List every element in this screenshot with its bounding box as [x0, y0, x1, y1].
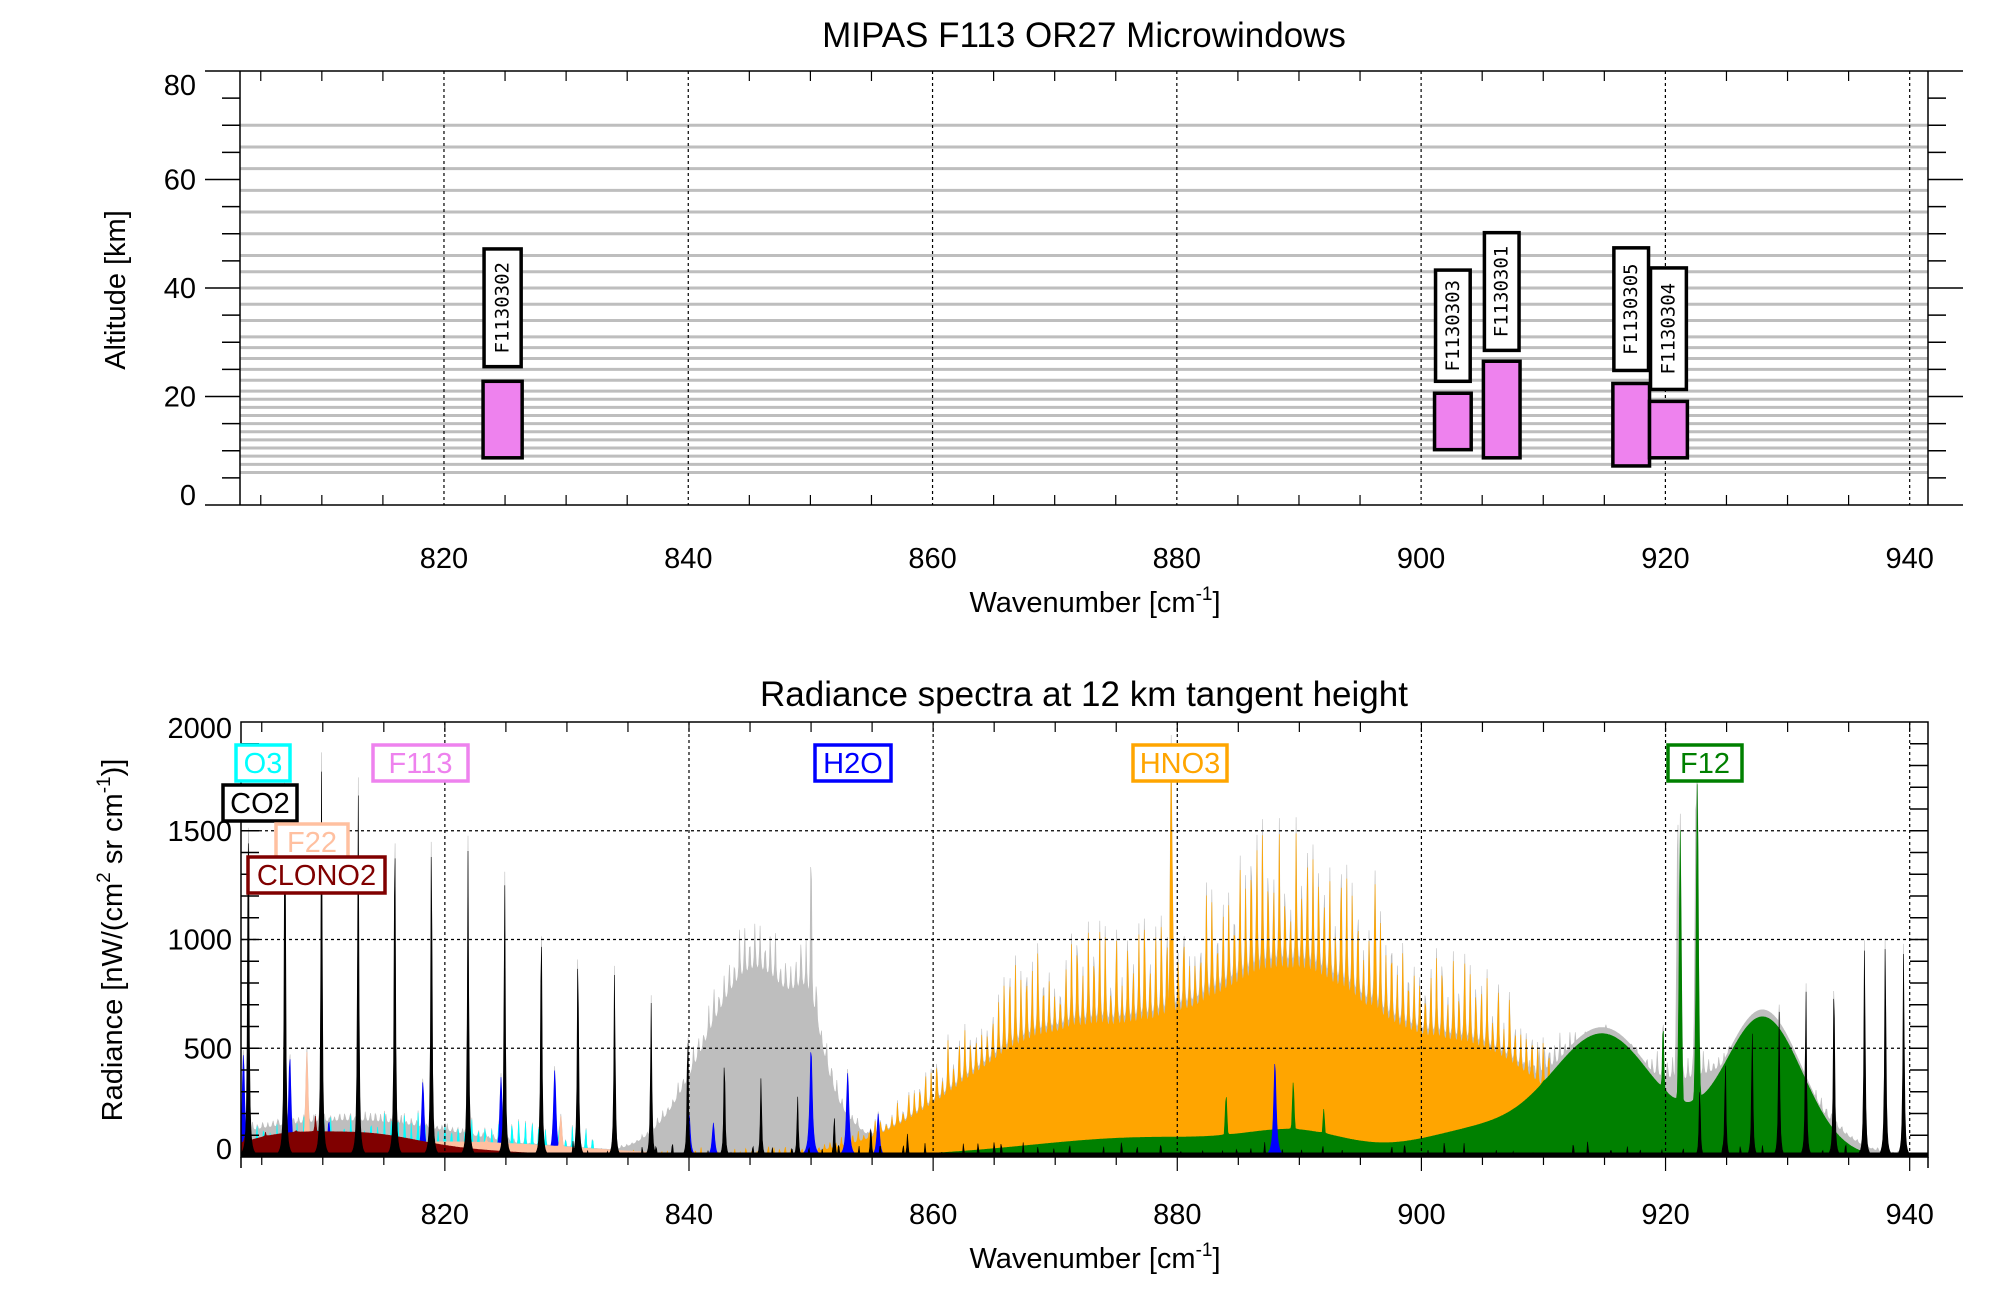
y-tick-label: 2000 — [167, 713, 232, 745]
microwindow-label-box — [1612, 246, 1651, 373]
legend-item-o3: O3 — [234, 743, 292, 783]
microwindow-label-box — [1433, 268, 1472, 384]
legend-label: O3 — [244, 748, 283, 780]
microwindow-bar — [481, 379, 524, 460]
y-tick-label: 1500 — [167, 816, 232, 848]
legend-box — [246, 855, 387, 895]
microwindow-bar — [1647, 399, 1690, 460]
microwindow-bar — [1611, 381, 1652, 468]
microwindow-label-box — [1482, 230, 1521, 353]
radiance-series — [240, 734, 1929, 1158]
y-tick-label: 80 — [164, 70, 196, 102]
legend-item-f22: F22 — [274, 822, 350, 862]
top-axes-frame — [205, 70, 1963, 506]
microwindow-F1130303: F1130303 — [1432, 268, 1473, 452]
legend-item-co2: CO2 — [221, 783, 299, 823]
microwindow-label: F1130301 — [1491, 246, 1513, 338]
microwindow-label: F1130302 — [492, 262, 514, 354]
legend-box — [1666, 743, 1744, 783]
legend-box — [234, 743, 292, 783]
legend-box — [813, 743, 893, 783]
microwindow-label: F1130305 — [1620, 263, 1642, 355]
x-tick-label: 940 — [1885, 1199, 1933, 1231]
x-tick-label: 880 — [1153, 543, 1201, 575]
microwindow-F1130301: F1130301 — [1481, 230, 1522, 460]
top-y-tick-labels: 0 20 40 60 80 — [164, 70, 196, 512]
x-tick-label: 840 — [664, 543, 712, 575]
legend-box — [371, 743, 470, 783]
legend-label: CLONO2 — [257, 860, 376, 892]
bottom-y-tick-labels: 0 500 1000 1500 2000 — [167, 713, 232, 1166]
top-x-axis-label: Wavenumber [cm-1] — [969, 584, 1220, 619]
y-tick-label: 1000 — [167, 925, 232, 957]
x-tick-label: 840 — [665, 1199, 713, 1231]
y-tick-label: 500 — [184, 1033, 232, 1065]
y-tick-label: 60 — [164, 165, 196, 197]
x-tick-label: 900 — [1397, 1199, 1445, 1231]
radiance-plot: Radiance spectra at 12 km tangent height… — [94, 675, 1934, 1275]
y-tick-label: 20 — [164, 382, 196, 414]
legend-label: F113 — [389, 748, 453, 780]
legend-item-f113: F113 — [371, 743, 470, 783]
x-tick-label: 880 — [1153, 1199, 1201, 1231]
microwindow-label: F1130304 — [1657, 283, 1679, 375]
x-tick-label: 900 — [1397, 543, 1445, 575]
y-tick-label: 0 — [216, 1134, 232, 1166]
microwindow-bar — [1432, 391, 1473, 452]
legend-label: CO2 — [230, 788, 290, 820]
x-tick-label: 860 — [909, 1199, 957, 1231]
y-tick-label: 0 — [180, 480, 196, 512]
legend-box — [274, 822, 350, 862]
microwindow-F1130302: F1130302 — [481, 247, 524, 460]
legend-label: HNO3 — [1140, 748, 1221, 780]
x-tick-label: 860 — [908, 543, 956, 575]
legend-label: F12 — [1680, 748, 1730, 780]
bottom-y-axis-label: Radiance [nW/(cm2 sr cm-1)] — [94, 759, 129, 1122]
bottom-axes-frame — [240, 721, 1929, 1171]
microwindow-label: F1130303 — [1442, 280, 1464, 372]
legend-item-h2o: H2O — [813, 743, 893, 783]
legend-item-hno3: HNO3 — [1131, 743, 1229, 783]
legend-item-f12: F12 — [1666, 743, 1744, 783]
x-tick-label: 920 — [1641, 543, 1689, 575]
microwindow-bar — [1481, 359, 1522, 460]
x-tick-label: 940 — [1885, 543, 1933, 575]
microwindow-label-box — [482, 247, 523, 369]
legend-box — [1131, 743, 1229, 783]
legend-item-clono2: CLONO2 — [246, 855, 387, 895]
x-tick-label: 820 — [421, 1199, 469, 1231]
top-y-axis-label: Altitude [km] — [100, 210, 132, 370]
top-chart-title: MIPAS F113 OR27 Microwindows — [822, 16, 1346, 55]
bottom-gridlines — [241, 722, 1928, 1157]
bottom-chart-title: Radiance spectra at 12 km tangent height — [760, 675, 1408, 714]
microwindow-F1130304: F1130304 — [1647, 266, 1690, 460]
bottom-x-tick-labels: 820 840 860 880 900 920 940 — [421, 1199, 1934, 1231]
top-x-tick-labels: 820 840 860 880 900 920 940 — [420, 543, 1934, 575]
microwindow-F1130305: F1130305 — [1611, 246, 1652, 468]
y-tick-label: 40 — [164, 273, 196, 305]
microwindow-label-box — [1648, 266, 1689, 392]
microwindow-plot: MIPAS F113 OR27 Microwindows F1130302 F11… — [100, 16, 1963, 619]
legend-label: H2O — [823, 748, 883, 780]
x-tick-label: 920 — [1641, 1199, 1689, 1231]
legend-box — [221, 783, 299, 823]
x-tick-label: 820 — [420, 543, 468, 575]
bottom-x-axis-label: Wavenumber [cm-1] — [969, 1240, 1220, 1275]
legend-label: F22 — [287, 827, 337, 859]
microwindow-bars: F1130302 F1130303 F1130301 F1130305 F1130304 — [481, 230, 1690, 468]
